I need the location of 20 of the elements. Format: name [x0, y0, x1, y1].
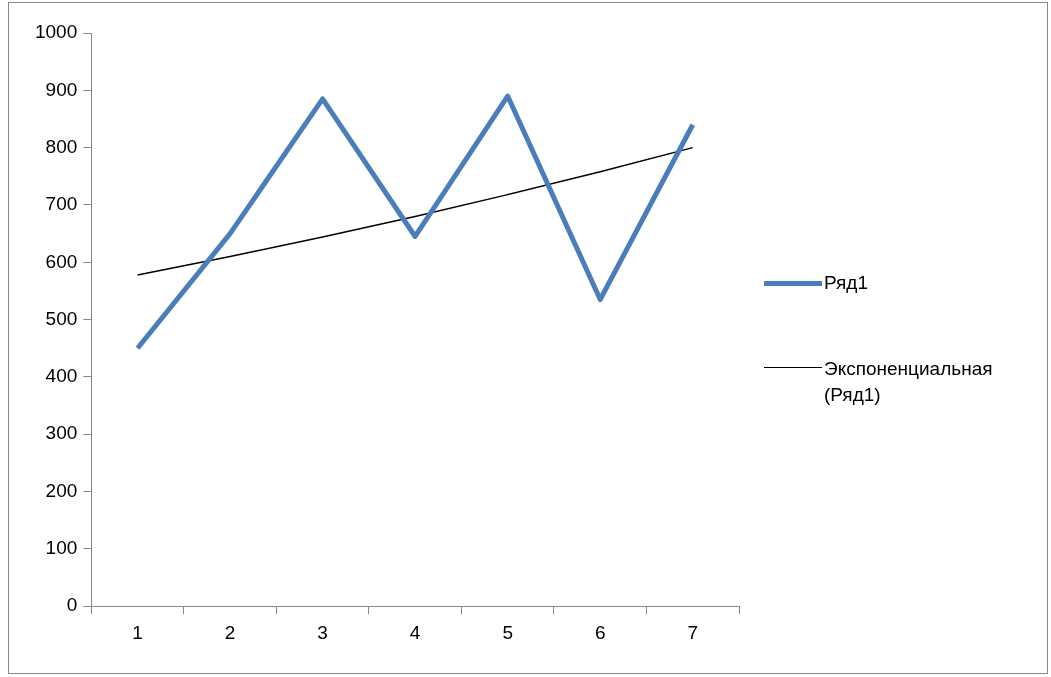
x-tick-label: 1	[132, 621, 143, 643]
y-tick-label: 500	[45, 307, 78, 329]
x-tick-label: 6	[594, 621, 606, 643]
y-tick-label: 900	[45, 78, 78, 100]
legend-label: Экспоненциальная (Ряд1)	[824, 357, 994, 407]
y-tick-label: 300	[45, 422, 78, 444]
x-tick-label: 5	[502, 621, 513, 643]
y-tick-label: 100	[45, 537, 78, 559]
x-tick-label: 4	[409, 621, 421, 643]
y-tick-label: 700	[45, 193, 78, 215]
y-tick-label: 1000	[34, 21, 78, 43]
y-tick-label: 200	[45, 479, 78, 501]
x-tick-label: 2	[224, 621, 236, 643]
y-tick-label: 600	[45, 250, 78, 272]
y-tick-label: 400	[45, 365, 78, 387]
legend-label: Ряд1	[824, 271, 868, 295]
y-tick-label: 800	[45, 135, 78, 157]
y-tick-label: 0	[66, 594, 78, 616]
x-tick-label: 7	[687, 621, 699, 643]
x-tick-label: 3	[317, 621, 328, 643]
